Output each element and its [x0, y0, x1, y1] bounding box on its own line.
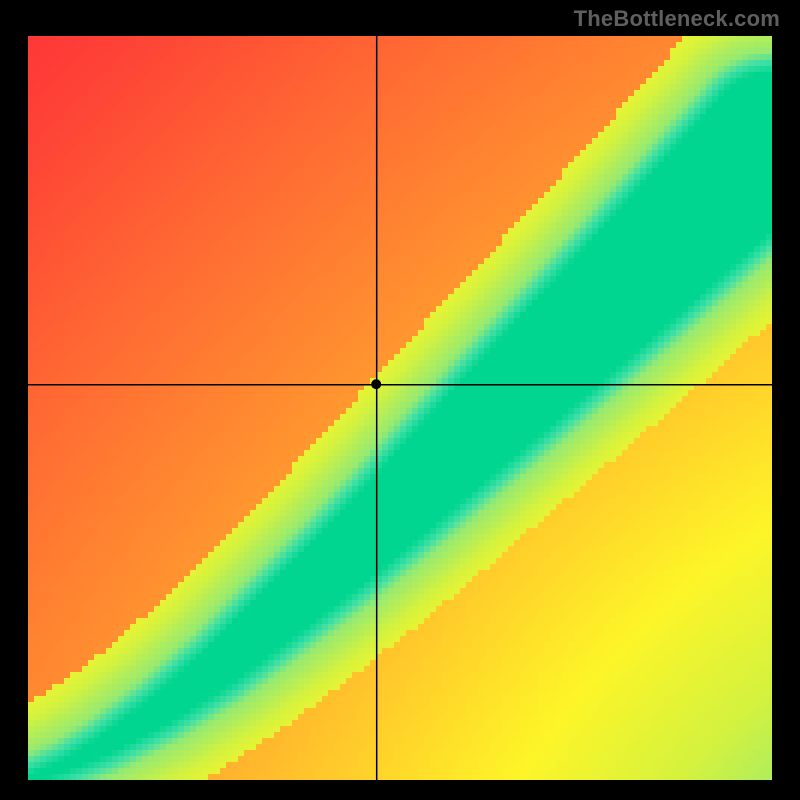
watermark-text: TheBottleneck.com — [574, 6, 780, 32]
chart-container: { "watermark": { "text": "TheBottleneck.… — [0, 0, 800, 800]
heatmap-canvas — [28, 36, 772, 780]
